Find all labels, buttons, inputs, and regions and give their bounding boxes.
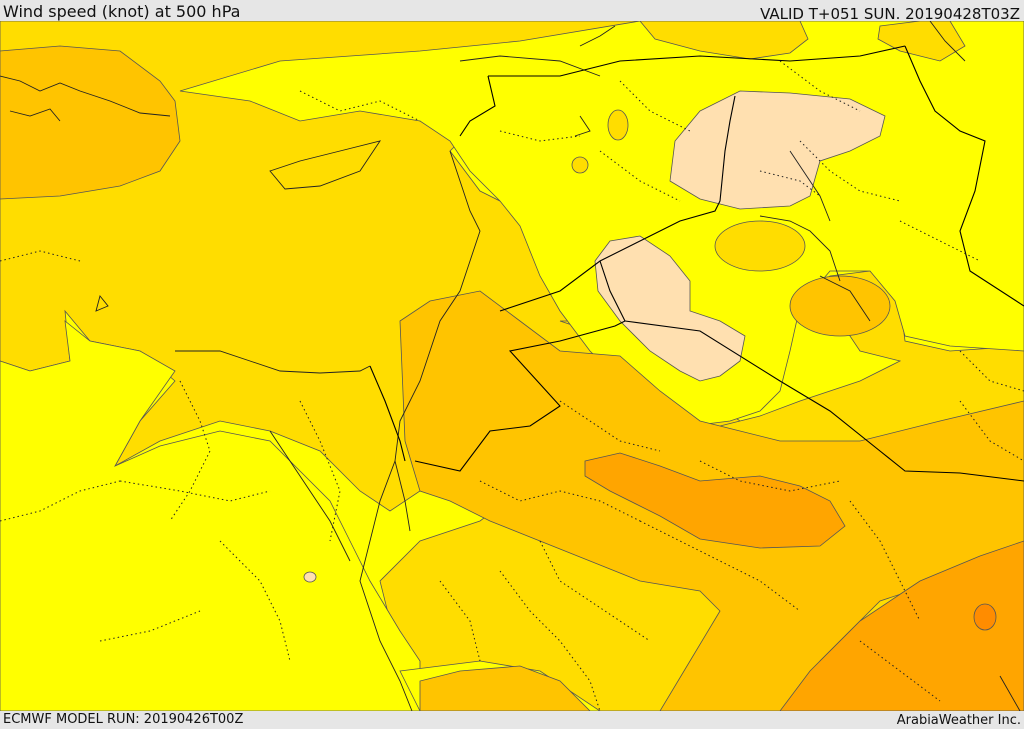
map-canvas: [0, 21, 1024, 711]
credit-label: ArabiaWeather Inc.: [896, 713, 1021, 728]
band-gold-patch-tiny: [571, 156, 589, 174]
band-pale-south: [594, 235, 746, 382]
country-borders: [369, 45, 1024, 482]
province-borders: [0, 60, 1024, 711]
model-run-label: ECMWF MODEL RUN: 20190426T00Z: [3, 712, 244, 727]
coastlines: [0, 21, 1021, 711]
map-title: Wind speed (knot) at 500 hPa: [3, 2, 241, 21]
band-pale-dot: [303, 571, 317, 583]
band-amber-nw: [0, 45, 181, 200]
band-gold-patch-small: [607, 109, 629, 141]
band-amber-patch-east: [789, 275, 891, 337]
band-orange-se: [779, 540, 1024, 711]
band-yellow-egypt: [0, 320, 421, 711]
band-dark-orange-patch: [973, 603, 997, 631]
wind-speed-map: [0, 21, 1024, 711]
band-gold-caspian: [877, 21, 966, 62]
band-gold-patch-iraq: [714, 220, 806, 272]
band-amber-south: [419, 665, 591, 711]
valid-time-label: VALID T+051 SUN. 20190428T03Z: [760, 5, 1020, 23]
header-bar: Wind speed (knot) at 500 hPa VALID T+051…: [0, 0, 1024, 23]
band-orange-center: [584, 452, 846, 549]
footer-bar: ECMWF MODEL RUN: 20190426T00Z ArabiaWeat…: [0, 711, 1024, 729]
band-gold-ne: [639, 21, 809, 60]
